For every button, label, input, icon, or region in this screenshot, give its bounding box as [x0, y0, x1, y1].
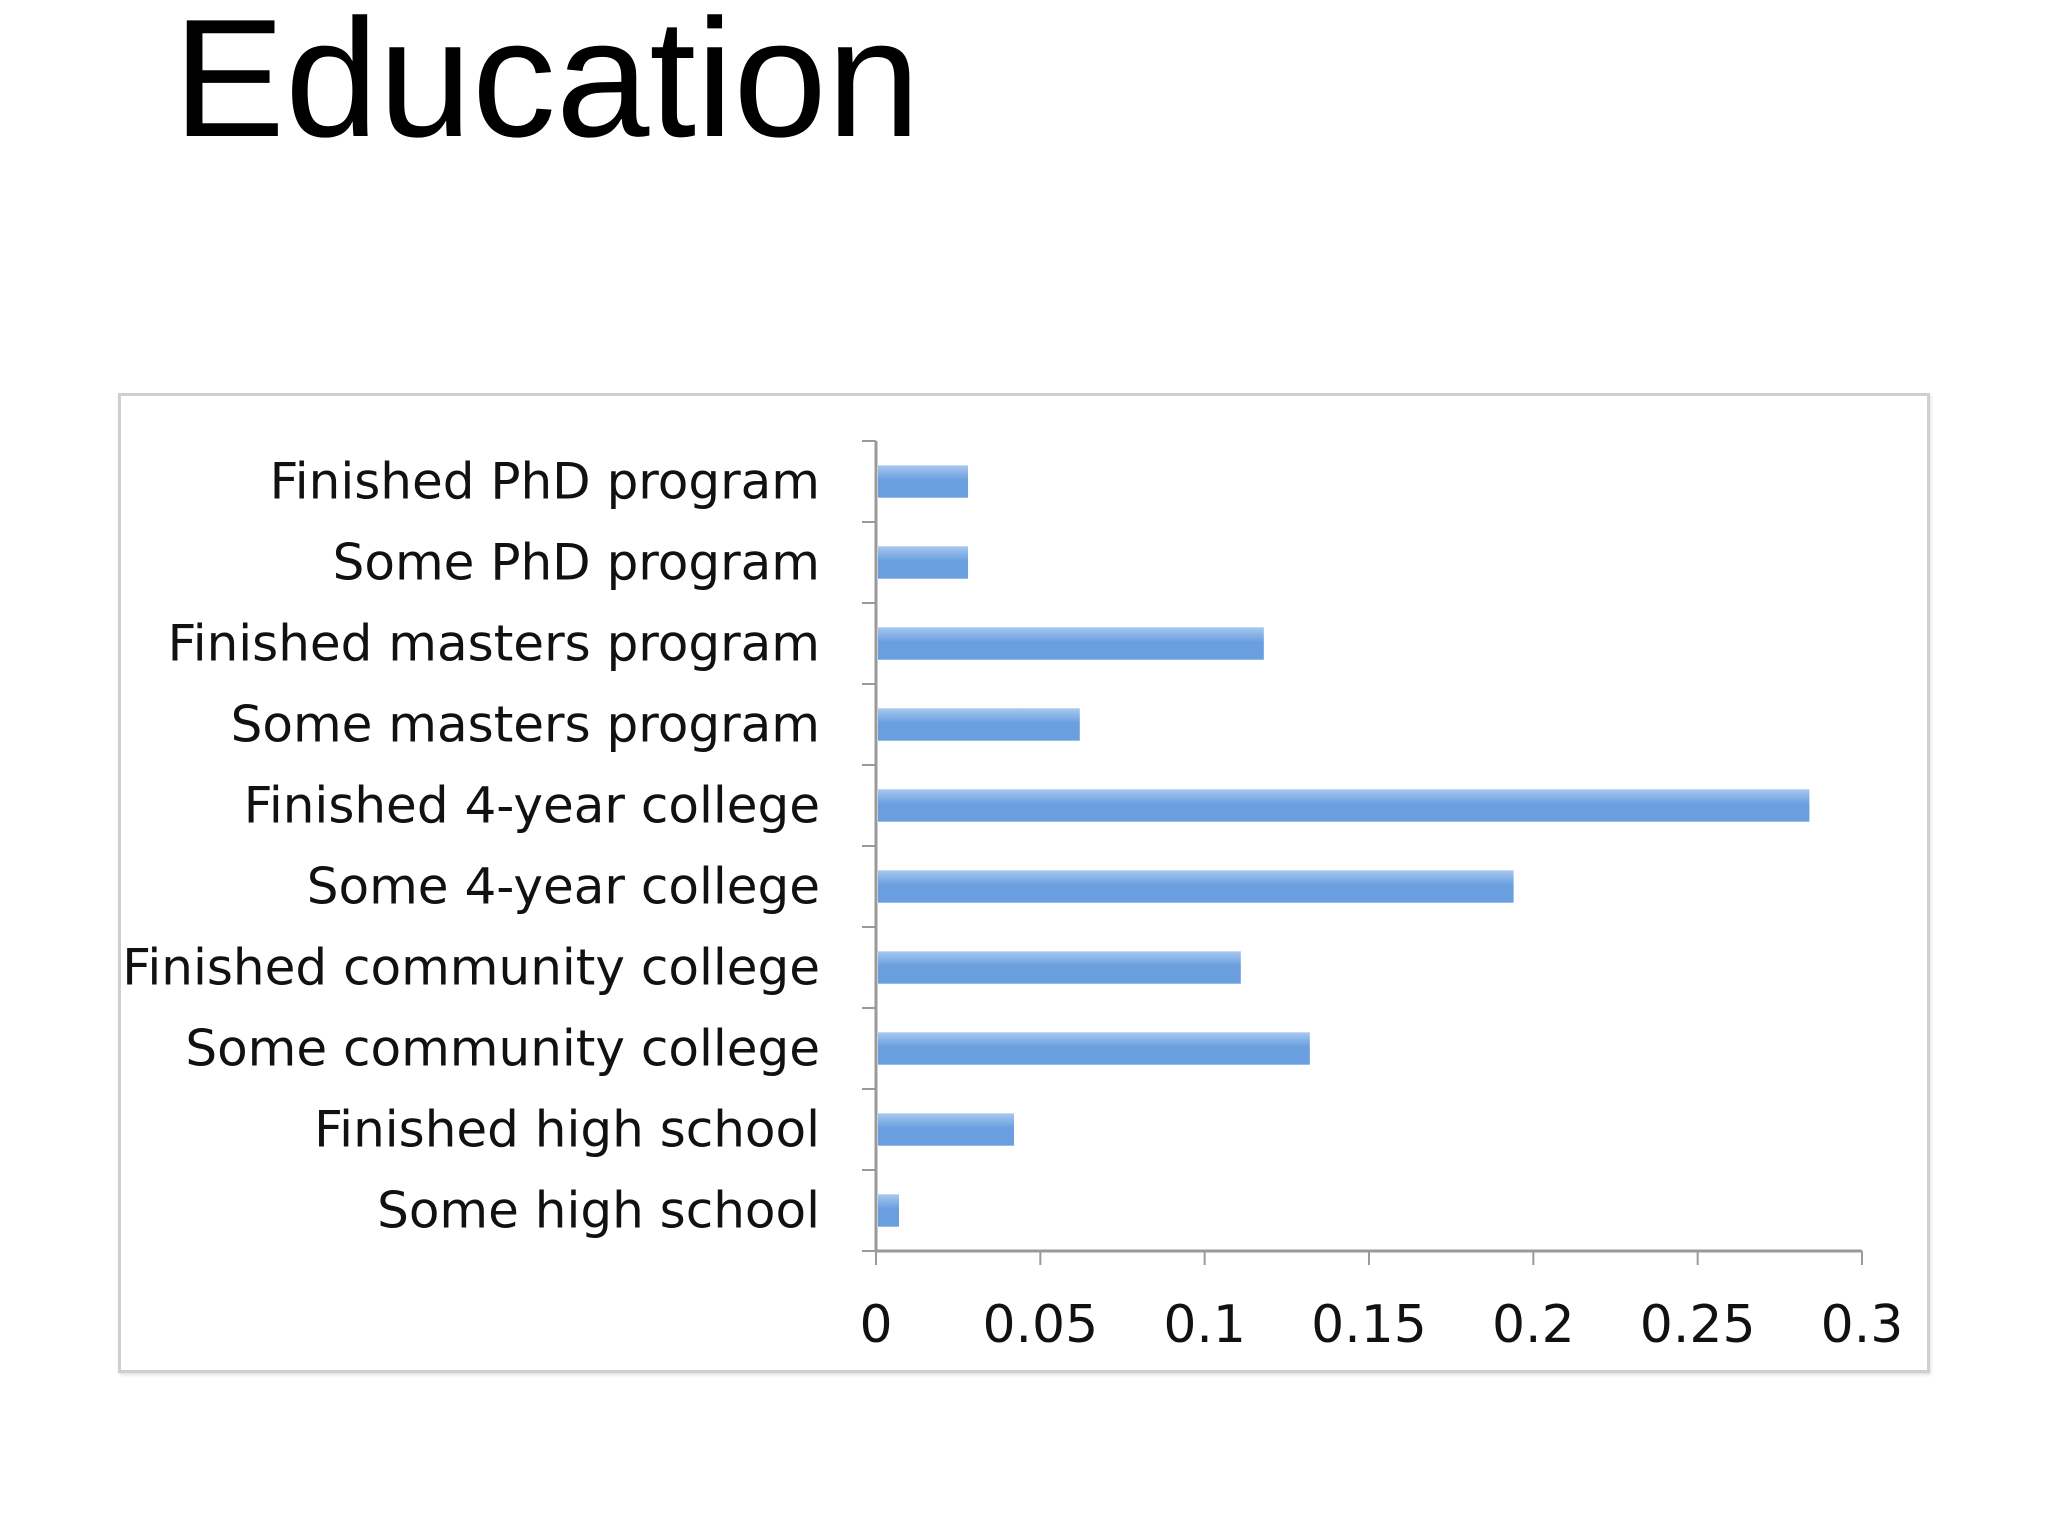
category-label: Finished PhD program	[270, 453, 820, 511]
category-label: Some PhD program	[333, 534, 820, 592]
x-tick-label: 0.1	[1163, 1295, 1246, 1355]
category-label: Some masters program	[231, 696, 820, 754]
x-tick-label: 0.25	[1640, 1295, 1756, 1355]
category-label: Finished community college	[122, 939, 820, 997]
category-label: Some community college	[185, 1020, 820, 1078]
category-label: Finished high school	[314, 1101, 820, 1159]
bar	[878, 1113, 1015, 1146]
category-label: Finished masters program	[168, 615, 820, 673]
x-tick-label: 0	[859, 1295, 892, 1355]
bar	[878, 708, 1080, 741]
bar	[878, 870, 1514, 903]
bar	[878, 546, 969, 579]
bar	[878, 1032, 1310, 1065]
category-label: Finished 4-year college	[244, 777, 820, 835]
x-tick-label: 0.3	[1821, 1295, 1904, 1355]
category-label: Some high school	[377, 1182, 820, 1240]
bar	[878, 1194, 900, 1227]
bar	[878, 627, 1264, 660]
bar	[878, 465, 969, 498]
slide-title: Education	[173, 0, 921, 172]
x-tick-label: 0.2	[1492, 1295, 1575, 1355]
bar	[878, 789, 1810, 822]
bar	[878, 951, 1241, 984]
x-tick-label: 0.15	[1311, 1295, 1427, 1355]
category-label: Some 4-year college	[307, 858, 820, 916]
x-tick-label: 0.05	[982, 1295, 1098, 1355]
